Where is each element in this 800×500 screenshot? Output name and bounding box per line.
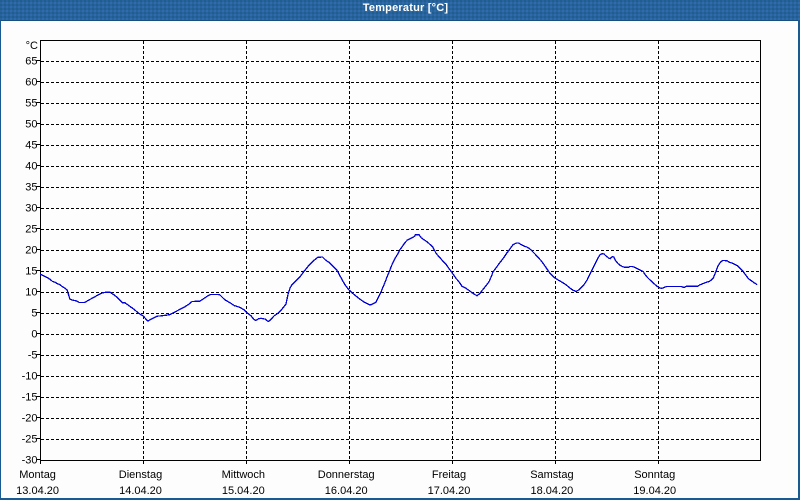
- svg-text:25: 25: [25, 224, 37, 236]
- svg-text:45: 45: [25, 140, 37, 152]
- svg-text:35: 35: [25, 182, 37, 194]
- svg-text:10: 10: [25, 287, 37, 299]
- svg-text:65: 65: [25, 56, 37, 68]
- svg-text:Montag: Montag: [19, 469, 56, 481]
- svg-text:-30: -30: [22, 455, 38, 467]
- svg-text:15: 15: [25, 266, 37, 278]
- svg-text:17.04.20: 17.04.20: [428, 485, 471, 497]
- svg-text:30: 30: [25, 203, 37, 215]
- svg-text:19.04.20: 19.04.20: [633, 485, 676, 497]
- svg-text:0: 0: [31, 329, 37, 341]
- svg-text:14.04.20: 14.04.20: [119, 485, 162, 497]
- svg-text:60: 60: [25, 77, 37, 89]
- svg-text:20: 20: [25, 245, 37, 257]
- svg-text:5: 5: [31, 308, 37, 320]
- svg-text:Freitag: Freitag: [432, 469, 466, 481]
- svg-text:-15: -15: [22, 392, 38, 404]
- svg-text:-10: -10: [22, 371, 38, 383]
- svg-text:Donnerstag: Donnerstag: [318, 469, 375, 481]
- svg-text:50: 50: [25, 119, 37, 131]
- svg-text:Sonntag: Sonntag: [634, 469, 675, 481]
- svg-text:55: 55: [25, 98, 37, 110]
- svg-text:°C: °C: [26, 40, 38, 52]
- svg-text:Mittwoch: Mittwoch: [222, 469, 265, 481]
- svg-text:Samstag: Samstag: [530, 469, 573, 481]
- svg-text:40: 40: [25, 161, 37, 173]
- svg-text:16.04.20: 16.04.20: [325, 485, 368, 497]
- svg-text:Dienstag: Dienstag: [119, 469, 162, 481]
- svg-text:18.04.20: 18.04.20: [530, 485, 573, 497]
- svg-text:-20: -20: [22, 413, 38, 425]
- svg-text:-25: -25: [22, 434, 38, 446]
- svg-text:15.04.20: 15.04.20: [222, 485, 265, 497]
- svg-text:-5: -5: [28, 350, 38, 362]
- svg-text:13.04.20: 13.04.20: [16, 485, 59, 497]
